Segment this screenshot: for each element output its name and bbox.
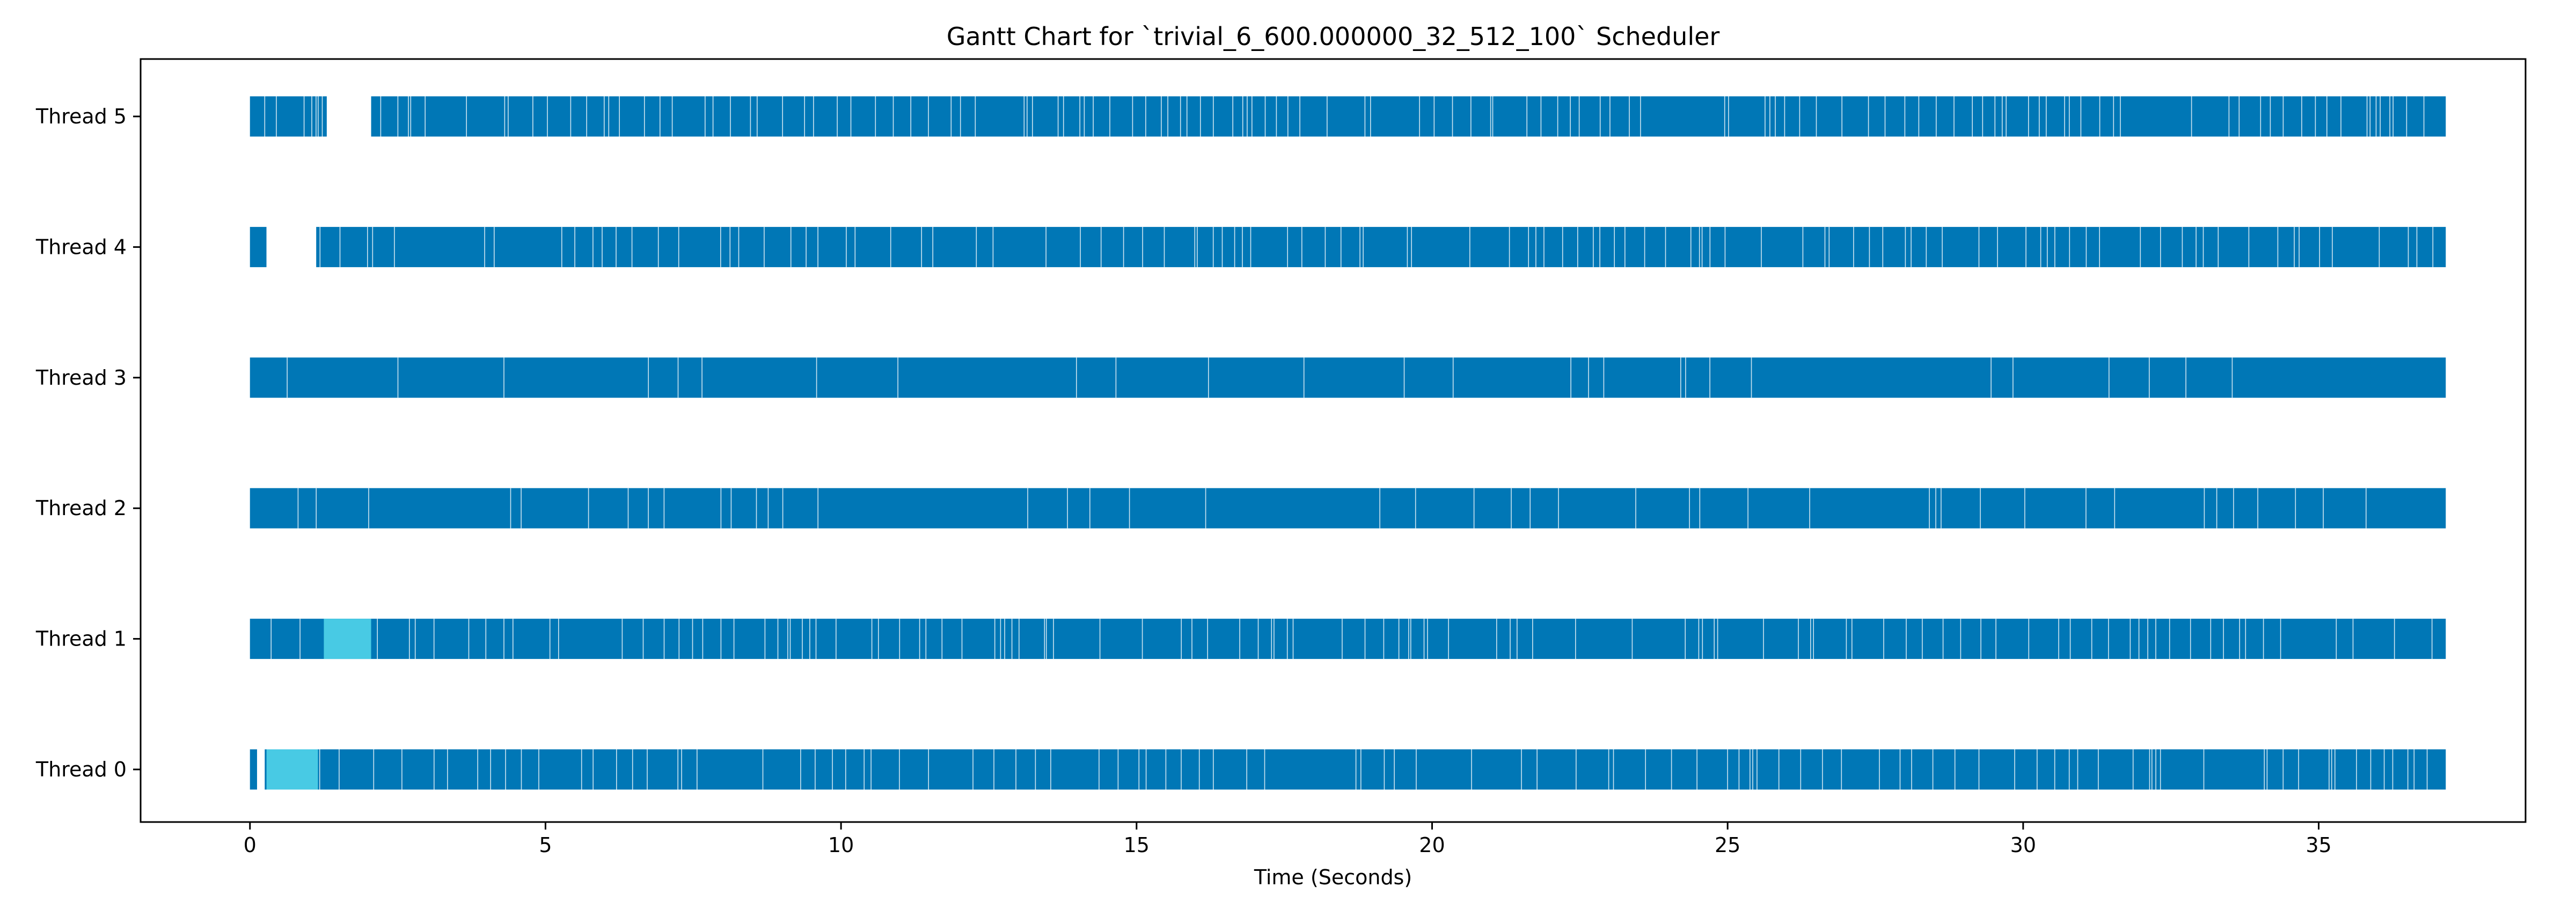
thread-label: Thread 3: [35, 366, 127, 390]
idle-gap: [326, 96, 371, 137]
thread-row-bars: [250, 357, 2446, 398]
thread-row-bars: [250, 226, 2446, 267]
thread-row-bars: [250, 96, 2446, 137]
x-tick-label: 5: [539, 833, 552, 857]
busy-span-bar: [250, 226, 267, 267]
thread-row-bars: [250, 619, 2446, 659]
x-axis: 0 5 10 15 20 25 30 35: [244, 822, 2332, 857]
busy-span-bar: [250, 619, 2446, 659]
light-span-bar: [266, 749, 318, 790]
task-boundary-lines: [319, 749, 2428, 790]
gantt-bars: [250, 96, 2446, 790]
busy-span-bar: [371, 96, 2446, 137]
light-span-bar: [324, 619, 371, 659]
task-boundary-lines: [319, 226, 2434, 267]
thread-row-bars: [250, 488, 2446, 529]
x-tick-label: 10: [828, 833, 854, 857]
task-boundary-lines: [297, 488, 2367, 529]
x-tick-label: 30: [2010, 833, 2036, 857]
busy-span-bar: [250, 488, 2446, 529]
x-tick-label: 20: [1419, 833, 1445, 857]
x-tick-label: 15: [1124, 833, 1150, 857]
thread-label: Thread 0: [35, 758, 127, 781]
task-boundary-lines: [264, 96, 2425, 137]
busy-span-bar: [250, 96, 327, 137]
chart-title: Gantt Chart for `trivial_6_600.000000_32…: [947, 22, 1720, 51]
busy-span-bar: [250, 357, 2446, 398]
thread-label: Thread 4: [35, 235, 127, 259]
task-boundary-lines: [287, 357, 2233, 398]
x-axis-title: Time (Seconds): [1254, 865, 1412, 889]
busy-span-bar: [316, 226, 2446, 267]
idle-gap: [257, 749, 265, 790]
thread-label: Thread 5: [35, 105, 127, 128]
thread-label: Thread 1: [35, 627, 127, 651]
x-tick-label: 35: [2306, 833, 2331, 857]
thread-row-bars: [250, 749, 2446, 790]
idle-gap: [266, 226, 317, 267]
thread-label: Thread 2: [35, 496, 127, 520]
busy-span-bar: [250, 749, 2446, 790]
plot-frame: [140, 58, 2527, 823]
task-boundary-lines: [270, 619, 2433, 659]
x-tick-label: 25: [1715, 833, 1740, 857]
y-axis: Thread 0 Thread 1 Thread 2 Thread 3 Thread 4…: [35, 105, 141, 781]
x-tick-label: 0: [244, 833, 257, 857]
